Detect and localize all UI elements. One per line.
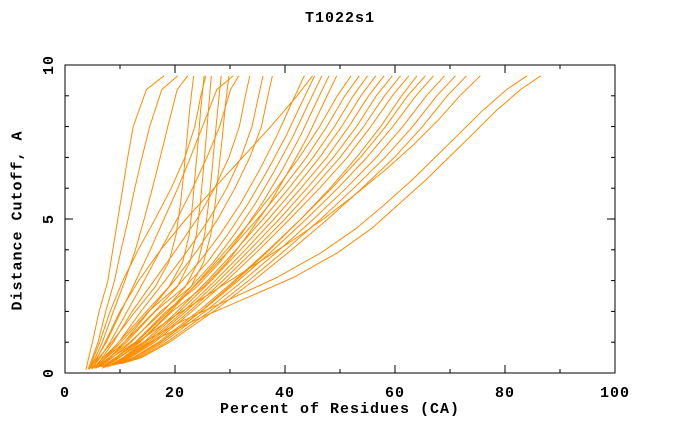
- series-line: [90, 75, 195, 369]
- series-line: [96, 75, 264, 368]
- series-line: [111, 75, 401, 366]
- series-line: [109, 75, 385, 367]
- x-tick-label: 60: [385, 385, 405, 402]
- series-line: [106, 75, 542, 368]
- series-line: [97, 75, 316, 368]
- series-line: [102, 75, 360, 368]
- series-line: [89, 75, 234, 369]
- series-line: [88, 75, 207, 370]
- x-tick-label: 20: [165, 385, 185, 402]
- x-axis-label: Percent of Residues (CA): [219, 401, 461, 418]
- series-line: [104, 75, 528, 368]
- series-line: [91, 75, 313, 370]
- series-line: [87, 75, 179, 370]
- series-line: [99, 75, 323, 368]
- series-line: [94, 75, 251, 369]
- series-line: [113, 75, 410, 366]
- x-tick-label: 0: [60, 385, 70, 402]
- series-line: [115, 75, 426, 365]
- series-line: [98, 75, 273, 368]
- plot-frame: [64, 64, 616, 374]
- series-line: [108, 75, 377, 367]
- series-line: [85, 75, 165, 371]
- series-line: [89, 75, 189, 369]
- series-line: [107, 75, 368, 368]
- series-line: [120, 75, 467, 365]
- series-line: [102, 75, 481, 369]
- series-line: [95, 75, 305, 369]
- y-tick-label: 10: [41, 55, 58, 75]
- series-line: [104, 75, 352, 368]
- series-line: [119, 75, 456, 365]
- series-line: [118, 75, 445, 365]
- series-line: [101, 75, 330, 368]
- chart-title: T1022s1: [304, 10, 375, 27]
- series-line: [92, 75, 240, 368]
- y-tick-label: 0: [41, 368, 58, 378]
- series-line: [114, 75, 418, 365]
- x-tick-label: 100: [600, 385, 630, 402]
- y-tick-label: 5: [41, 214, 58, 224]
- x-tick-label: 40: [275, 385, 295, 402]
- series-line: [116, 75, 434, 365]
- x-tick-label: 80: [495, 385, 515, 402]
